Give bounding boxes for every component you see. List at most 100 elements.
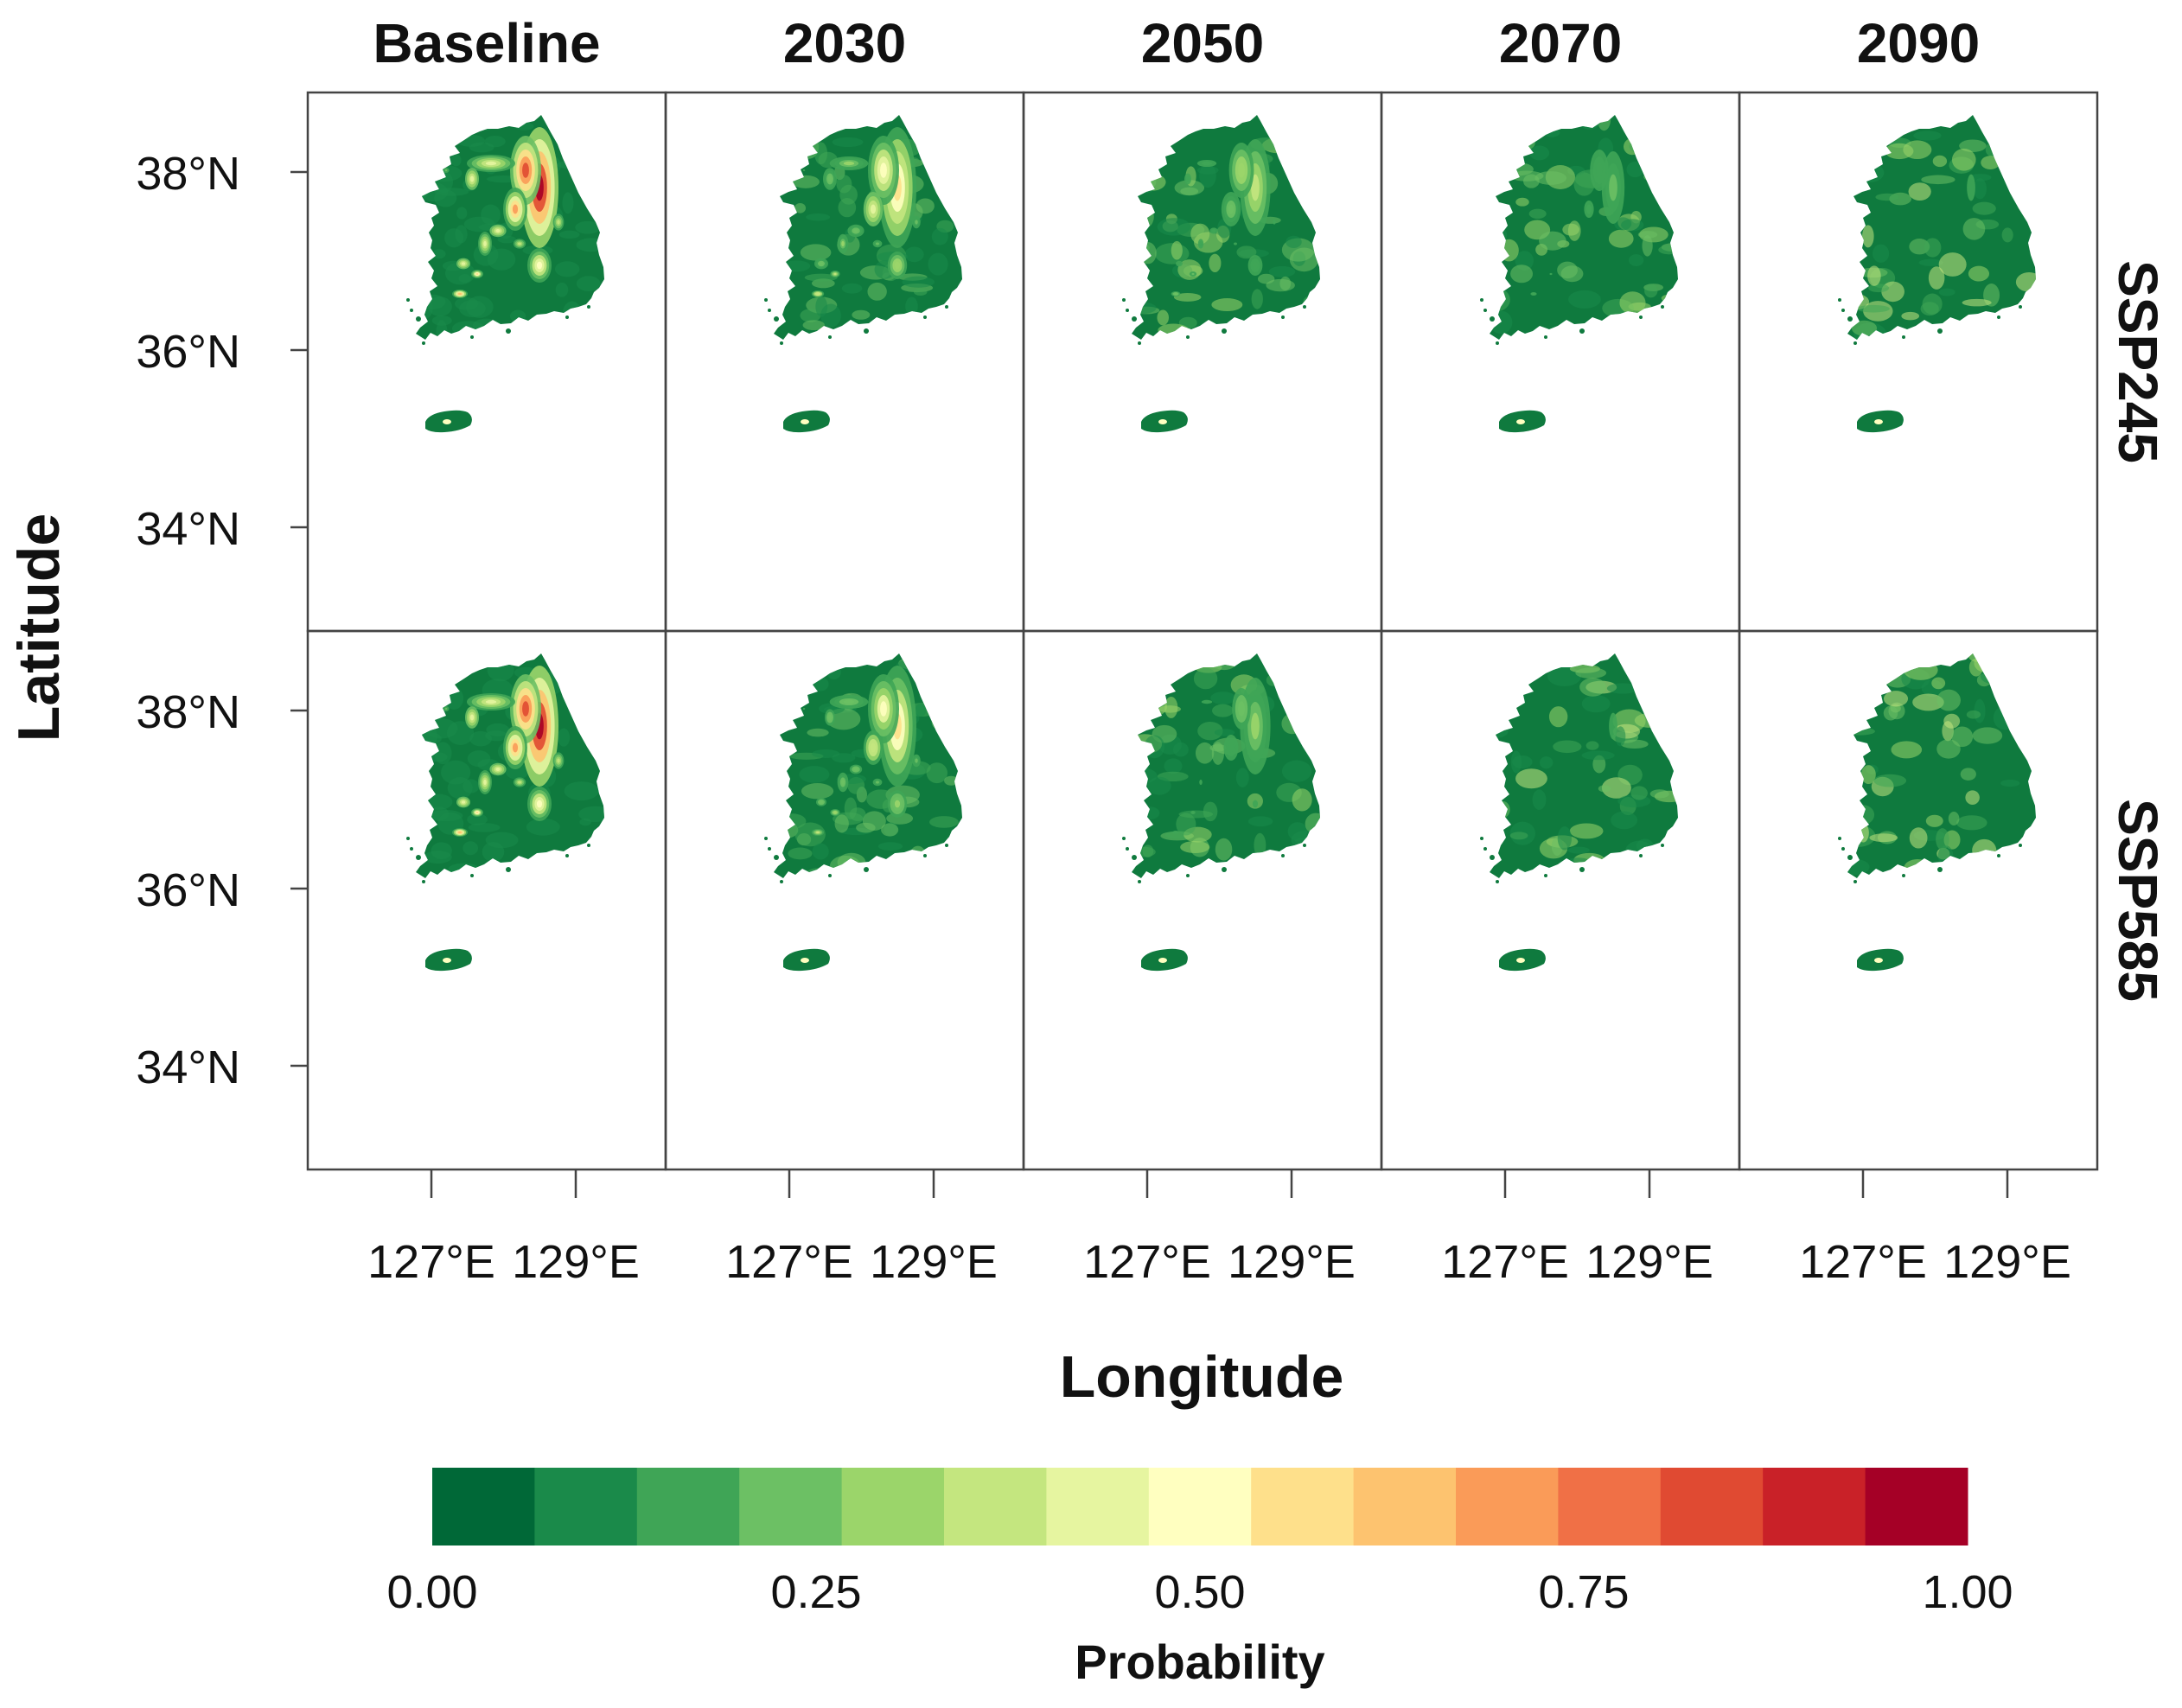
terrain-texture	[1279, 276, 1292, 290]
panel-grid	[306, 91, 2099, 1171]
terrain-texture	[1854, 693, 1877, 703]
island	[1480, 298, 1483, 302]
island	[1222, 867, 1227, 872]
terrain-texture	[1620, 739, 1649, 749]
terrain-texture	[2008, 668, 2030, 688]
colorbar-tick-label: 1.00	[1922, 1566, 2013, 1618]
terrain-texture	[1152, 118, 1175, 133]
colorbar-segment	[1353, 1468, 1457, 1545]
terrain-texture	[1630, 786, 1648, 800]
terrain-texture	[1562, 223, 1579, 236]
terrain-texture	[930, 711, 956, 720]
jeju-peak	[801, 419, 809, 424]
terrain-texture	[1850, 805, 1875, 825]
hotspot	[870, 204, 877, 214]
terrain-texture	[1960, 768, 1976, 781]
terrain-texture	[1873, 774, 1907, 787]
island	[1496, 341, 1499, 345]
island	[1847, 855, 1853, 860]
hotspot	[1238, 163, 1245, 178]
island	[565, 315, 569, 319]
terrain-texture	[1273, 676, 1292, 687]
x-tick-label: 129°E	[1585, 1236, 1713, 1288]
island	[1853, 880, 1857, 883]
terrain-texture	[792, 175, 820, 188]
column-header: Baseline	[373, 12, 600, 74]
terrain-texture	[829, 855, 861, 876]
terrain-texture	[1164, 696, 1178, 718]
colorbar-segment	[1865, 1468, 1968, 1545]
column-header: 2050	[1141, 12, 1264, 74]
terrain-texture	[1289, 138, 1311, 162]
terrain-texture	[1146, 675, 1161, 688]
terrain-texture	[564, 781, 599, 801]
terrain-texture	[1305, 746, 1320, 760]
island	[470, 335, 474, 339]
terrain-texture	[1582, 863, 1608, 876]
terrain-texture	[1931, 677, 1946, 690]
terrain-texture	[1601, 777, 1631, 799]
island	[945, 305, 948, 309]
island	[923, 854, 927, 857]
terrain-texture	[1539, 231, 1566, 251]
terrain-texture	[1903, 660, 1938, 680]
colorbar-segment	[432, 1468, 535, 1545]
terrain-texture	[1132, 172, 1157, 192]
hotspot	[1967, 174, 1975, 201]
hotspot	[475, 811, 479, 814]
terrain-texture	[557, 728, 571, 747]
terrain-texture	[1534, 171, 1567, 185]
terrain-texture	[1490, 676, 1506, 685]
hotspot	[1585, 204, 1592, 214]
hotspot	[522, 163, 529, 178]
terrain-texture	[1903, 140, 1932, 160]
jeju-peak	[1158, 419, 1167, 424]
terrain-texture	[799, 766, 830, 783]
hotspot	[1201, 699, 1213, 704]
terrain-texture	[907, 315, 921, 329]
terrain-texture	[1132, 242, 1150, 253]
terrain-texture	[794, 822, 826, 847]
terrain-texture	[1654, 324, 1678, 340]
island	[1490, 316, 1495, 322]
hotspot	[536, 800, 543, 808]
terrain-texture	[1139, 205, 1154, 228]
terrain-texture	[901, 318, 933, 340]
y-tick-label: 36°N	[136, 326, 240, 378]
terrain-texture	[1257, 273, 1275, 284]
hotspot	[894, 261, 901, 270]
column-header: 2090	[1857, 12, 1980, 74]
island	[1841, 847, 1845, 851]
terrain-texture	[1951, 148, 1976, 171]
hotspot	[485, 699, 497, 704]
colorbar-segment	[1660, 1468, 1764, 1545]
terrain-texture	[552, 661, 571, 675]
terrain-texture	[839, 184, 858, 205]
terrain-texture	[1553, 740, 1582, 754]
terrain-texture	[1862, 225, 1874, 248]
panel-frame	[1738, 629, 2099, 1171]
x-tick-label: 127°E	[1441, 1236, 1569, 1288]
terrain-texture	[1499, 239, 1519, 262]
x-tick-label: 127°E	[367, 1236, 495, 1288]
map-panel-baseline-ssp585	[306, 629, 667, 1171]
terrain-texture	[1578, 115, 1602, 130]
terrain-texture	[1598, 785, 1611, 793]
terrain-texture	[1139, 241, 1157, 264]
colorbar-legend: 0.00 0.25 0.50 0.75 1.00 Probability	[386, 1468, 2013, 1689]
terrain-texture	[1644, 284, 1658, 298]
hotspot	[458, 292, 462, 296]
island	[1579, 867, 1585, 872]
row-label: SSP245	[2107, 260, 2169, 463]
terrain-texture	[429, 806, 450, 821]
terrain-texture	[1235, 768, 1249, 787]
terrain-texture	[1982, 119, 2015, 141]
hotspot	[870, 742, 877, 753]
island	[1303, 844, 1306, 847]
terrain-texture	[451, 321, 485, 336]
terrain-texture	[416, 731, 442, 746]
column-header: 2070	[1499, 12, 1622, 74]
terrain-texture	[558, 230, 580, 239]
terrain-texture	[1140, 806, 1160, 820]
hotspot	[1199, 779, 1203, 786]
